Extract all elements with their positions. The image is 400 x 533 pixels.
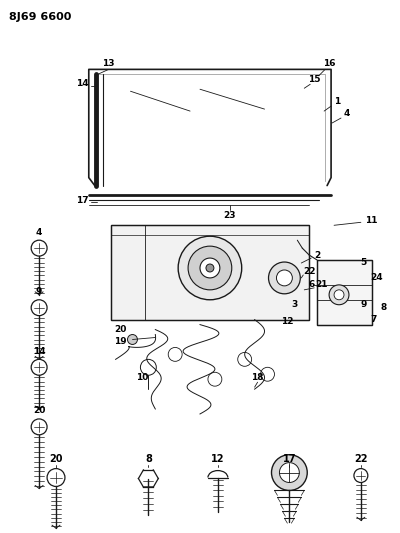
Text: 16: 16 (323, 59, 335, 68)
Text: 3: 3 (291, 300, 298, 309)
Bar (317, 260, 372, 325)
Text: 17: 17 (283, 454, 296, 464)
Bar (111, 225, 309, 320)
Text: 14: 14 (76, 79, 89, 88)
Text: 19: 19 (114, 337, 127, 346)
Circle shape (354, 469, 368, 482)
Text: 9: 9 (36, 287, 42, 296)
Circle shape (188, 246, 232, 290)
Circle shape (31, 300, 47, 316)
Text: 21: 21 (315, 280, 328, 289)
Text: 8: 8 (145, 454, 152, 464)
Circle shape (31, 419, 47, 435)
Circle shape (47, 469, 65, 487)
Text: 5: 5 (361, 257, 367, 266)
Text: 8: 8 (380, 303, 387, 312)
Text: 22: 22 (354, 454, 368, 464)
Text: 1: 1 (334, 96, 340, 106)
Text: 12: 12 (211, 454, 225, 464)
Text: 22: 22 (303, 268, 316, 277)
Text: 14: 14 (33, 347, 46, 356)
Circle shape (206, 264, 214, 272)
Circle shape (31, 359, 47, 375)
Circle shape (268, 262, 300, 294)
Circle shape (272, 455, 307, 490)
Text: 20: 20 (49, 454, 63, 464)
Text: 15: 15 (308, 75, 320, 84)
Text: 4: 4 (344, 109, 350, 118)
Circle shape (128, 335, 138, 344)
Text: 11: 11 (364, 216, 377, 225)
Text: 20: 20 (114, 325, 127, 334)
Text: 2: 2 (314, 251, 320, 260)
Text: 17: 17 (76, 196, 89, 205)
Text: 9: 9 (361, 300, 367, 309)
Text: 23: 23 (224, 211, 236, 220)
Circle shape (200, 258, 220, 278)
Text: 6: 6 (308, 280, 314, 289)
Circle shape (280, 463, 299, 482)
Text: 7: 7 (370, 315, 377, 324)
Circle shape (329, 285, 349, 305)
Circle shape (276, 270, 292, 286)
Text: 13: 13 (102, 59, 115, 68)
Text: 20: 20 (33, 407, 45, 416)
Text: 12: 12 (281, 317, 294, 326)
Text: 10: 10 (136, 373, 148, 382)
Bar (111, 225, 309, 320)
Text: 18: 18 (251, 373, 264, 382)
Circle shape (178, 236, 242, 300)
Circle shape (31, 240, 47, 256)
Circle shape (334, 290, 344, 300)
Bar (317, 260, 372, 325)
Text: 4: 4 (36, 228, 42, 237)
Text: 24: 24 (370, 273, 383, 282)
Text: 8J69 6600: 8J69 6600 (9, 12, 72, 22)
